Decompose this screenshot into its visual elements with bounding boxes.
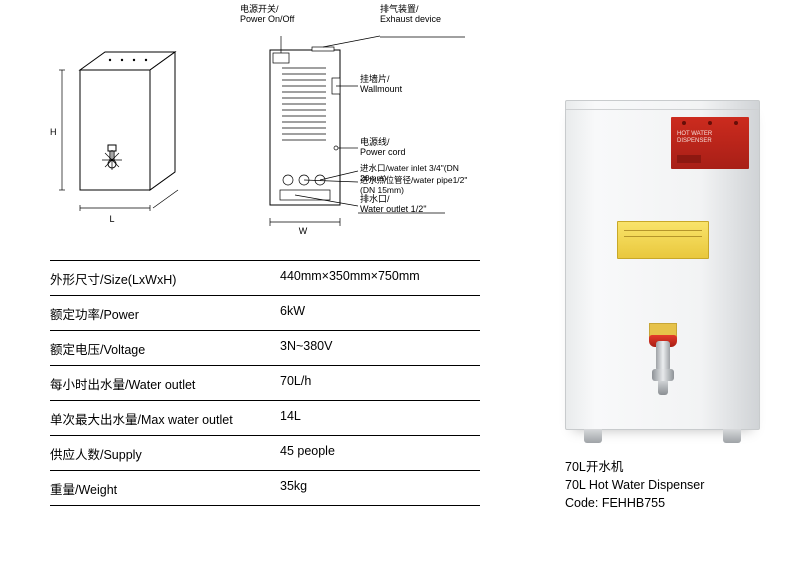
spec-value: 70L/h — [280, 374, 480, 393]
spec-value: 14L — [280, 409, 480, 428]
product-illustration: HOT WATER DISPENSER — [565, 100, 760, 430]
label-exhaust: 排气装置/ Exhaust device — [380, 4, 441, 25]
label-diagram: W 电源开关/ Power On/Off 排气装置/ Exhaust devic… — [240, 30, 470, 250]
dimensional-diagram: H L — [50, 40, 210, 230]
spec-value: 440mm×350mm×750mm — [280, 269, 480, 288]
dim-H-label: H — [50, 127, 57, 137]
product-title-en: 70L Hot Water Dispenser — [565, 476, 760, 494]
spec-label: 重量/Weight — [50, 479, 280, 498]
faucet-icon — [639, 341, 687, 401]
spec-row: 外形尺寸/Size(LxWxH)440mm×350mm×750mm — [50, 260, 480, 295]
warning-label-icon — [617, 221, 709, 259]
spec-row: 供应人数/Supply45 people — [50, 435, 480, 470]
product-caption: 70L开水机 70L Hot Water Dispenser Code: FEH… — [565, 458, 760, 512]
spec-row: 额定功率/Power6kW — [50, 295, 480, 330]
product-block: HOT WATER DISPENSER 70L开水机 70L Hot Water… — [565, 100, 760, 512]
label-power-cord: 电源线/ Power cord — [360, 137, 406, 158]
dim-W-label: W — [299, 226, 308, 236]
spec-row: 额定电压/Voltage3N~380V — [50, 330, 480, 365]
spec-value: 45 people — [280, 444, 480, 463]
spec-label: 单次最大出水量/Max water outlet — [50, 409, 280, 428]
product-code: Code: FEHHB755 — [565, 494, 760, 512]
dim-L-label: L — [109, 214, 114, 224]
spec-label: 额定电压/Voltage — [50, 339, 280, 358]
spec-row: 重量/Weight35kg — [50, 470, 480, 506]
spec-value: 35kg — [280, 479, 480, 498]
label-wallmount: 挂墙片/ Wallmount — [360, 74, 402, 95]
spec-label: 供应人数/Supply — [50, 444, 280, 463]
specs-table: 外形尺寸/Size(LxWxH)440mm×350mm×750mm 额定功率/P… — [50, 260, 480, 506]
spec-label: 额定功率/Power — [50, 304, 280, 323]
spec-value: 6kW — [280, 304, 480, 323]
spec-label: 每小时出水量/Water outlet — [50, 374, 280, 393]
panel-text: HOT WATER DISPENSER — [677, 131, 743, 145]
product-control-panel: HOT WATER DISPENSER — [671, 117, 749, 169]
label-water-pipe: 进水点位管径/water pipe1/2"(DN 15mm) — [360, 176, 470, 196]
spec-value: 3N~380V — [280, 339, 480, 358]
spec-row: 每小时出水量/Water outlet70L/h — [50, 365, 480, 400]
label-power-switch: 电源开关/ Power On/Off — [240, 4, 294, 25]
label-water-outlet: 排水口/ Water outlet 1/2'' — [360, 194, 427, 215]
spec-row: 单次最大出水量/Max water outlet14L — [50, 400, 480, 435]
spec-label: 外形尺寸/Size(LxWxH) — [50, 269, 280, 288]
product-title-cn: 70L开水机 — [565, 458, 760, 476]
